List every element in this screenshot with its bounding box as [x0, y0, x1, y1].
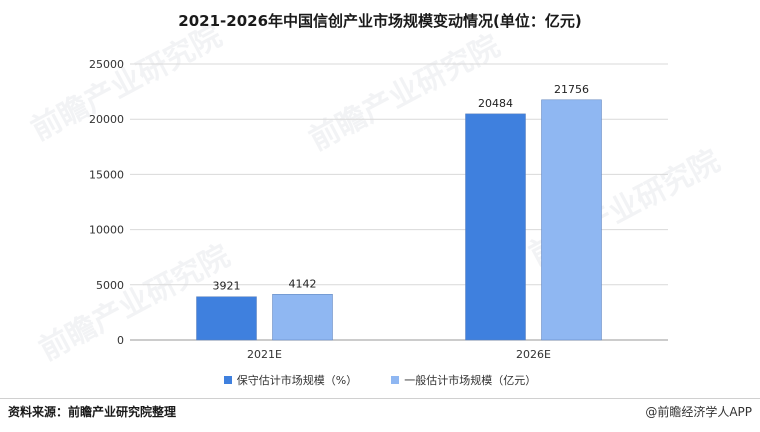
bar — [196, 296, 257, 341]
data-label: 3921 — [213, 280, 241, 293]
legend-item: 保守估计市场规模（%） — [223, 372, 358, 388]
y-tick-label: 10000 — [89, 224, 124, 237]
brand-credit: @前瞻经济学人APP — [645, 403, 752, 420]
brand-text: @前瞻经济学人APP — [645, 405, 752, 419]
legend-label: 一般估计市场规模（亿元） — [404, 374, 537, 387]
bar — [272, 294, 333, 341]
bar — [541, 99, 602, 341]
legend: 保守估计市场规模（%） 一般估计市场规模（亿元） — [0, 372, 760, 388]
x-tick-label: 2026E — [516, 348, 551, 361]
data-label: 21756 — [554, 83, 589, 96]
legend-swatch — [391, 376, 400, 384]
data-label: 4142 — [289, 277, 317, 290]
data-label: 20484 — [478, 97, 513, 110]
source-note: 资料来源：前瞻产业研究院整理 — [8, 405, 177, 419]
legend-item: 一般估计市场规模（亿元） — [391, 372, 536, 388]
y-tick-label: 25000 — [89, 58, 124, 71]
chart-title: 2021-2026年中国信创产业市场规模变动情况(单位：亿元) — [178, 12, 582, 30]
legend-swatch — [223, 376, 232, 384]
legend-label: 保守估计市场规模（%） — [236, 374, 358, 387]
bar — [465, 113, 526, 341]
footer-divider — [0, 398, 760, 399]
x-tick-label: 2021E — [247, 348, 282, 361]
y-tick-label: 0 — [117, 334, 124, 347]
y-tick-label: 15000 — [89, 168, 124, 181]
y-tick-label: 20000 — [89, 113, 124, 126]
y-tick-label: 5000 — [96, 279, 124, 292]
